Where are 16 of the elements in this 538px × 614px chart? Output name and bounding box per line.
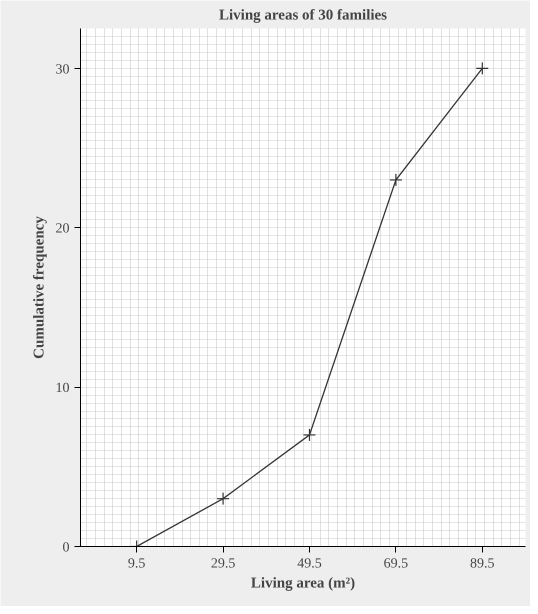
point bbox=[389, 173, 402, 187]
x-axis-title: Living area (m²) bbox=[250, 576, 356, 592]
point bbox=[216, 492, 230, 506]
x-tick-label: 89.5 bbox=[470, 556, 495, 572]
y-axis-title: Cumulative frequency bbox=[32, 216, 48, 359]
x-tick-label: 9.5 bbox=[128, 556, 146, 572]
x-tick-label: 49.5 bbox=[297, 556, 322, 572]
x-tick-label: 29.5 bbox=[210, 556, 236, 572]
x-tick-label: 69.5 bbox=[384, 556, 408, 572]
point bbox=[476, 62, 489, 75]
y-tick-label: 20 bbox=[56, 222, 70, 237]
y-tick-label: 30 bbox=[56, 62, 70, 78]
y-tick-label: 0 bbox=[62, 540, 70, 556]
y-tick-label: 10 bbox=[56, 381, 70, 396]
chart-title: Living areas of 30 families bbox=[218, 8, 388, 24]
point bbox=[302, 428, 316, 442]
